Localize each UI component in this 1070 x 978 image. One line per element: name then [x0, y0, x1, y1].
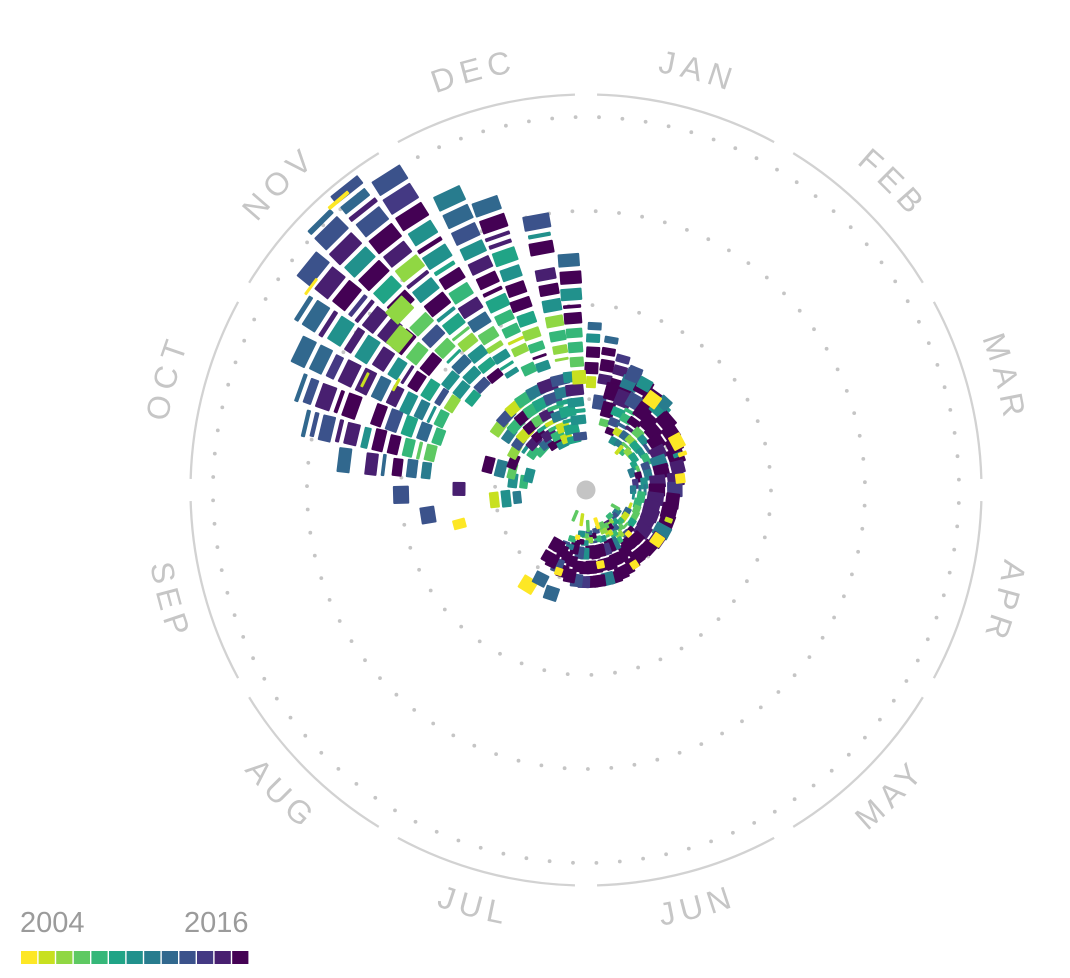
svg-text:2004: 2004 [20, 907, 85, 939]
svg-text:2016: 2016 [184, 907, 249, 939]
